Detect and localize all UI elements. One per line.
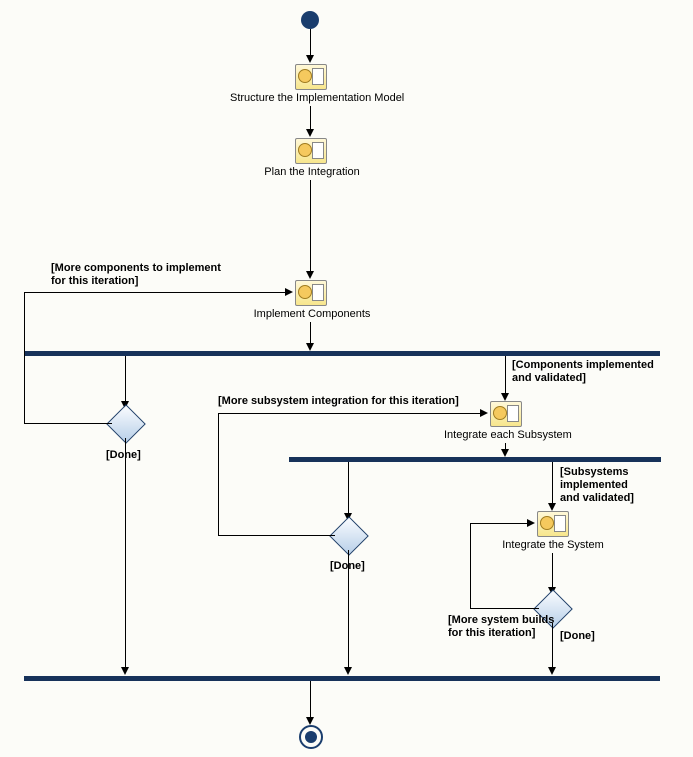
edge [24, 292, 25, 423]
edge [125, 356, 126, 402]
arrowhead-icon [121, 667, 129, 675]
activity-implement-components [295, 280, 327, 306]
arrowhead-icon [306, 55, 314, 63]
edge [552, 462, 553, 504]
arrowhead-icon [285, 288, 293, 296]
edge [552, 553, 553, 588]
edge [24, 423, 112, 424]
edge [505, 356, 506, 394]
arrowhead-icon [548, 503, 556, 511]
guard-text: for this iteration] [51, 275, 138, 287]
activity-icon [490, 401, 522, 427]
edge [470, 608, 539, 609]
activity-integrate-system [537, 511, 569, 537]
guard-label: [More components to implement for this i… [51, 262, 221, 288]
activity-structure-model [295, 64, 327, 90]
edge [218, 413, 481, 414]
edge [310, 106, 311, 130]
edge [310, 180, 311, 272]
guard-text: and validated] [512, 372, 586, 384]
arrowhead-icon [480, 409, 488, 417]
edge [218, 535, 335, 536]
activity-label: Integrate the System [502, 539, 604, 551]
activity-label: Integrate each Subsystem [444, 429, 570, 441]
arrowhead-icon [501, 449, 509, 457]
arrowhead-icon [306, 343, 314, 351]
activity-icon [295, 280, 327, 306]
edge [310, 681, 311, 718]
activity-integrate-subsystem [490, 401, 522, 427]
edge [24, 292, 286, 293]
edge [470, 523, 471, 608]
activity-icon [295, 138, 327, 164]
guard-text: [Subsystems implemented [560, 466, 628, 491]
activity-plan-integration [295, 138, 327, 164]
activity-icon [537, 511, 569, 537]
fork-bar [24, 351, 660, 356]
guard-label: [Done] [560, 630, 595, 643]
arrowhead-icon [501, 393, 509, 401]
activity-label: Implement Components [253, 308, 371, 320]
guard-label: [Components implemented and validated] [512, 359, 654, 385]
arrowhead-icon [306, 717, 314, 725]
arrowhead-icon [306, 129, 314, 137]
guard-label: [Done] [106, 449, 141, 462]
edge [310, 322, 311, 344]
join-bar [24, 676, 660, 681]
edge [310, 29, 311, 56]
final-node [299, 725, 323, 749]
decision-node [112, 410, 138, 436]
guard-text: and validated] [560, 492, 634, 504]
activity-label: Structure the Implementation Model [230, 92, 392, 104]
edge [218, 413, 219, 535]
edge [125, 438, 126, 668]
activity-icon [295, 64, 327, 90]
activity-diagram: Structure the Implementation Model Plan … [0, 0, 693, 757]
fork-bar [289, 457, 661, 462]
guard-label: [More system builds for this iteration] [448, 614, 554, 640]
guard-label: [Done] [330, 560, 365, 573]
guard-text: [More system builds [448, 614, 554, 626]
arrowhead-icon [548, 667, 556, 675]
activity-label: Plan the Integration [262, 166, 362, 178]
decision-node [335, 522, 361, 548]
edge [348, 462, 349, 514]
guard-text: [More components to implement [51, 262, 221, 274]
guard-label: [Subsystems implemented and validated] [560, 466, 693, 505]
arrowhead-icon [527, 519, 535, 527]
guard-label: [More subsystem integration for this ite… [218, 395, 459, 408]
guard-text: [Components implemented [512, 359, 654, 371]
initial-node [301, 11, 319, 29]
edge [470, 523, 528, 524]
arrowhead-icon [306, 271, 314, 279]
arrowhead-icon [344, 667, 352, 675]
guard-text: for this iteration] [448, 627, 535, 639]
